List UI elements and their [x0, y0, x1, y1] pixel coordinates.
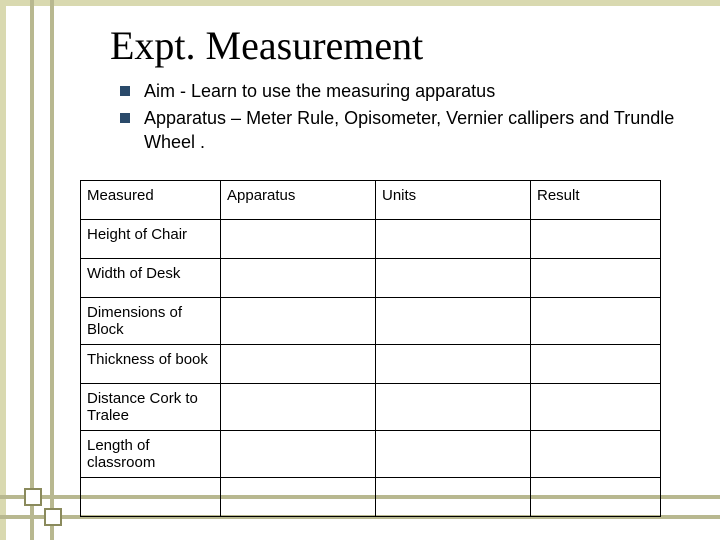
table-cell	[531, 298, 661, 345]
table-cell	[221, 298, 376, 345]
bullet-text: Apparatus – Meter Rule, Opisometer, Vern…	[144, 107, 680, 154]
table-cell	[531, 345, 661, 384]
table-cell: Thickness of book	[81, 345, 221, 384]
table-header-cell: Units	[376, 181, 531, 220]
table-cell	[376, 478, 531, 517]
table-header-row: Measured Apparatus Units Result	[81, 181, 661, 220]
bullet-list: Aim - Learn to use the measuring apparat…	[120, 80, 680, 158]
bullet-item: Aim - Learn to use the measuring apparat…	[120, 80, 680, 103]
table-cell	[376, 298, 531, 345]
table-cell	[531, 259, 661, 298]
table-cell	[221, 259, 376, 298]
deco-line-vert-1	[30, 0, 34, 540]
bullet-square-icon	[120, 113, 130, 123]
table-row: Height of Chair	[81, 220, 661, 259]
bullet-item: Apparatus – Meter Rule, Opisometer, Vern…	[120, 107, 680, 154]
table-cell	[376, 259, 531, 298]
table-row: Width of Desk	[81, 259, 661, 298]
table-header-cell: Measured	[81, 181, 221, 220]
bullet-text: Aim - Learn to use the measuring apparat…	[144, 80, 495, 103]
table-cell	[531, 431, 661, 478]
deco-square-1	[24, 488, 42, 506]
table-cell	[221, 345, 376, 384]
table-cell	[221, 431, 376, 478]
table-cell: Dimensions of Block	[81, 298, 221, 345]
table-row: Length of classroom	[81, 431, 661, 478]
table-cell	[376, 431, 531, 478]
deco-edge-left	[0, 0, 6, 540]
table-header-cell: Result	[531, 181, 661, 220]
table-cell	[376, 345, 531, 384]
table-cell	[221, 478, 376, 517]
table-cell	[221, 220, 376, 259]
table-cell	[221, 384, 376, 431]
table-row: Thickness of book	[81, 345, 661, 384]
table-row	[81, 478, 661, 517]
table-cell: Distance Cork to Tralee	[81, 384, 221, 431]
table-cell: Length of classroom	[81, 431, 221, 478]
deco-square-2	[44, 508, 62, 526]
table-cell	[531, 384, 661, 431]
table-row: Dimensions of Block	[81, 298, 661, 345]
table-cell	[531, 478, 661, 517]
table-header-cell: Apparatus	[221, 181, 376, 220]
table-cell	[81, 478, 221, 517]
table-cell: Height of Chair	[81, 220, 221, 259]
deco-line-vert-2	[50, 0, 54, 540]
table-cell	[376, 384, 531, 431]
table-row: Distance Cork to Tralee	[81, 384, 661, 431]
slide: Expt. Measurement Aim - Learn to use the…	[0, 0, 720, 540]
table-cell	[376, 220, 531, 259]
table-cell	[531, 220, 661, 259]
measurement-table: Measured Apparatus Units Result Height o…	[80, 180, 661, 517]
slide-title: Expt. Measurement	[110, 22, 423, 69]
deco-edge-top	[0, 0, 720, 6]
table-cell: Width of Desk	[81, 259, 221, 298]
bullet-square-icon	[120, 86, 130, 96]
